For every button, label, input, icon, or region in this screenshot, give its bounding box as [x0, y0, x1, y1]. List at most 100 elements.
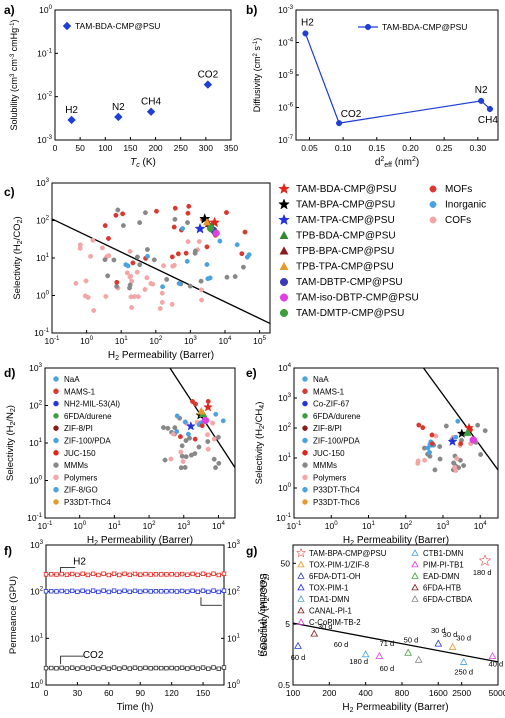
data-point [117, 666, 122, 671]
x-tick-label: 0.15 [369, 143, 386, 153]
legend-marker [279, 277, 289, 287]
legend-marker [53, 474, 59, 481]
data-point [67, 115, 76, 125]
legend-entry: MMMs [313, 461, 337, 470]
legend-marker [279, 261, 289, 270]
x-tick-label: 150 [123, 143, 137, 153]
y-tick-label: 10-4 [278, 37, 294, 48]
literature-point [242, 229, 248, 235]
y-tick-label: 100 [36, 290, 49, 301]
highlight-point [202, 218, 211, 226]
literature-point [159, 290, 165, 296]
legend-marker [302, 388, 308, 395]
literature-point [102, 257, 108, 263]
highlight-point [208, 216, 221, 228]
data-point [310, 629, 319, 637]
data-point [185, 572, 190, 577]
literature-point [151, 257, 157, 263]
literature-point [437, 456, 443, 462]
literature-point [198, 278, 204, 284]
legend-entry: TAM-BPA-CMP@PSU [309, 549, 387, 558]
legend-entry: TPB-BDA-CMP@PSU [296, 231, 396, 242]
panel-label: c) [4, 185, 15, 199]
point-label: CH4 [141, 97, 161, 108]
literature-point [187, 435, 192, 441]
literature-point [182, 419, 188, 425]
data-point [127, 572, 132, 578]
data-point [96, 589, 101, 595]
y-tick-label: 102 [30, 586, 43, 597]
x-tick-label: 150 [196, 688, 210, 698]
literature-point [183, 250, 189, 256]
literature-point [169, 254, 175, 260]
data-point [49, 572, 54, 577]
literature-point [159, 299, 165, 305]
data-point [101, 588, 106, 593]
data-point [174, 589, 180, 594]
panel-e: e) 10-1 100 101 102 103 104 10-1 100 101 102 103 10… [246, 362, 499, 547]
literature-point [115, 207, 121, 213]
data-point [195, 589, 201, 594]
data-point [101, 571, 106, 576]
plot-frame [54, 9, 232, 141]
legend-entry: JUC-150 [64, 449, 96, 458]
data-point [143, 571, 148, 577]
y-tick-label: 100 [30, 679, 43, 690]
legend-entry: C-CoPIM-TB-2 [309, 618, 361, 627]
legend-entry: P33DT-ThC4 [64, 498, 111, 507]
legend-entry: Co-ZIF-67 [313, 400, 350, 409]
legend-marker [297, 583, 305, 591]
x-tick-label: 102 [399, 520, 412, 531]
x-tick-label: 103 [437, 520, 450, 531]
legend-marker [53, 388, 59, 395]
data-point [80, 665, 85, 670]
legend-marker [411, 572, 419, 579]
data-point [200, 571, 206, 577]
data-point [43, 589, 49, 594]
y-tick-label: 10-7 [278, 134, 294, 145]
upper-bound-line [422, 367, 499, 471]
x-tick-label: 0.25 [436, 143, 453, 153]
x-tick-label: 50 [75, 143, 85, 153]
legend-marker [411, 549, 419, 556]
data-point [122, 588, 127, 593]
legend-entry: TOX-PIM-1 [309, 584, 348, 593]
data-point [132, 665, 138, 670]
data-point [153, 572, 159, 577]
literature-point [220, 418, 226, 424]
literature-point [215, 434, 221, 440]
legend-marker [302, 450, 308, 456]
literature-point [455, 418, 461, 424]
literature-point [172, 216, 178, 222]
point-label: N2 [112, 102, 125, 113]
data-point [404, 648, 413, 656]
literature-point [162, 457, 168, 463]
literature-point [174, 413, 180, 419]
data-point [43, 665, 49, 671]
legend-marker [302, 474, 308, 481]
legend-entry: 6FDA-CTBDA [423, 595, 473, 604]
legend-marker [429, 216, 437, 224]
plot-frame [292, 544, 499, 686]
literature-point [134, 269, 140, 275]
aging-annotation: 60 d [291, 653, 306, 662]
data-point [221, 571, 227, 576]
literature-point [111, 257, 117, 263]
x-tick-label: 102 [143, 520, 156, 531]
x-tick-label: 105 [253, 335, 266, 346]
literature-point [176, 281, 182, 286]
data-point [148, 666, 153, 671]
literature-point [120, 211, 126, 217]
highlight-point [447, 436, 458, 446]
legend-entry: MMMs [64, 461, 88, 470]
y-tick-label: 5 [285, 619, 290, 629]
legend-marker [297, 572, 305, 579]
legend-entry: ZIF-8/GO [64, 486, 98, 495]
x-tick-label: 0 [44, 688, 49, 698]
x-tick-label: 300 [199, 143, 213, 153]
y-tick-label: 10-1 [27, 512, 43, 523]
literature-point [145, 253, 150, 259]
legend-marker [429, 201, 437, 208]
literature-point [204, 262, 210, 267]
aging-annotation: 180 d [473, 568, 492, 577]
